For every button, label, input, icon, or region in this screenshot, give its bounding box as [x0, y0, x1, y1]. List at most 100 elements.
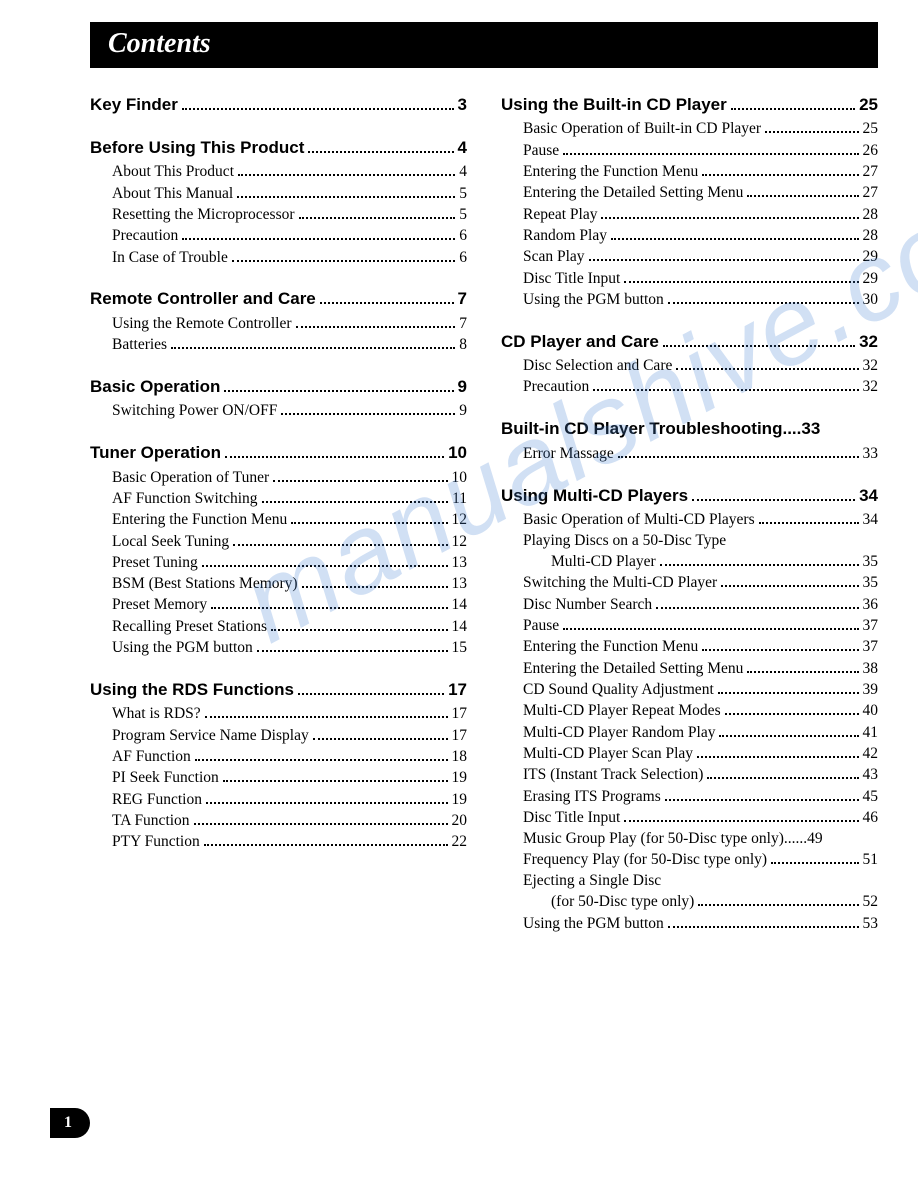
- toc-leader-dots: [273, 467, 447, 481]
- toc-sub-page: 12: [452, 532, 468, 553]
- toc-leader-dots: [233, 531, 447, 545]
- toc-leader-dots: [656, 594, 858, 608]
- toc-sub-item: TA Function20: [90, 811, 467, 832]
- toc-sub-page: 45: [863, 787, 879, 808]
- toc-leader-dots: [624, 268, 858, 282]
- toc-sub-item: Erasing ITS Programs 45: [501, 786, 878, 807]
- toc-sub-label: Erasing ITS Programs: [523, 787, 661, 808]
- toc-leader-dots: [698, 892, 858, 906]
- toc-section-heading: Using the Built-in CD Player25: [501, 94, 878, 117]
- toc-leader-dots: [205, 704, 448, 718]
- toc-section-title: Built-in CD Player Troubleshooting: [501, 418, 782, 441]
- toc-sub-item: In Case of Trouble6: [90, 247, 467, 268]
- toc-sub-label: Scan Play: [523, 247, 585, 268]
- toc-sub-label: In Case of Trouble: [112, 248, 228, 269]
- toc-sub-label: Pause: [523, 616, 559, 637]
- toc-sub-label: AF Function Switching: [112, 489, 258, 510]
- toc-leader-dots: [296, 313, 456, 327]
- toc-leader-dots: [668, 289, 859, 303]
- toc-sub-item: PI Seek Function 19: [90, 768, 467, 789]
- toc-sub-label: Entering the Function Menu: [523, 162, 698, 183]
- toc-sub-item: Disc Selection and Care32: [501, 356, 878, 377]
- toc-leader-dots: [665, 786, 859, 800]
- toc-sub-label: Entering the Detailed Setting Menu: [523, 183, 743, 204]
- toc-sub-label: PI Seek Function: [112, 768, 219, 789]
- toc-section-heading: Before Using This Product4: [90, 137, 467, 160]
- toc-leader-dots: [692, 485, 855, 501]
- toc-sub-page: 38: [863, 659, 879, 680]
- toc-sub-page: 15: [452, 638, 468, 659]
- toc-leader-dots: [702, 637, 858, 651]
- toc-sub-item: Basic Operation of Tuner10: [90, 467, 467, 488]
- toc-sub-label: Basic Operation of Tuner: [112, 468, 269, 489]
- toc-sub-label: Using the PGM button: [523, 290, 664, 311]
- toc-section-heading: CD Player and Care32: [501, 331, 878, 354]
- toc-sub-page: 35: [863, 552, 879, 573]
- toc-leader-dots: [211, 595, 447, 609]
- toc-sub-item: Entering the Function Menu 27: [501, 162, 878, 183]
- toc-sub-page: 40: [863, 701, 879, 722]
- toc-sub-label: Multi-CD Player Scan Play: [523, 744, 693, 765]
- toc-sub-page: 51: [863, 850, 879, 871]
- toc-sub-label: Basic Operation of Built-in CD Player: [523, 119, 761, 140]
- toc-sub-page: 7: [459, 314, 467, 335]
- toc-sub-label: BSM (Best Stations Memory): [112, 574, 298, 595]
- toc-section: Using Multi-CD Players34Basic Operation …: [501, 485, 878, 935]
- toc-leader-dots: [206, 789, 448, 803]
- toc-section-title: Basic Operation: [90, 376, 220, 399]
- toc-sub-item: (for 50-Disc type only)52: [501, 892, 878, 913]
- toc-sub-label: Multi-CD Player Random Play: [523, 723, 715, 744]
- toc-leader-dots: [747, 183, 858, 197]
- toc-sub-item: Switching Power ON/OFF9: [90, 401, 467, 422]
- toc-sub-page: 32: [863, 377, 879, 398]
- toc-leader-dots: [299, 205, 456, 219]
- toc-sub-page: 27: [863, 183, 879, 204]
- toc-sub-label: Multi-CD Player: [551, 552, 656, 573]
- toc-leader-dots: [271, 616, 448, 630]
- toc-sub-page: 27: [863, 162, 879, 183]
- toc-sub-page: 39: [863, 680, 879, 701]
- toc-leader-dots: [238, 162, 455, 176]
- toc-leader-dots: [697, 744, 858, 758]
- toc-sub-page: 35: [863, 573, 879, 594]
- toc-sub-page: 22: [452, 832, 468, 853]
- toc-leader-dots: [663, 331, 855, 347]
- page-number-tab: 1: [50, 1108, 90, 1138]
- toc-section-page: 25: [859, 94, 878, 117]
- toc-section-page: 33: [801, 418, 820, 441]
- toc-leader-dots: [707, 765, 858, 779]
- toc-sub-label: TA Function: [112, 811, 190, 832]
- toc-section-page: 4: [458, 137, 467, 160]
- toc-sub-page: 19: [452, 768, 468, 789]
- toc-sub-label: Batteries: [112, 335, 167, 356]
- toc-sub-page: 13: [452, 574, 468, 595]
- toc-sub-page: 4: [459, 162, 467, 183]
- toc-sub-item: What is RDS?17: [90, 704, 467, 725]
- toc-sub-item: Frequency Play (for 50-Disc type only)51: [501, 850, 878, 871]
- toc-leader-dots: [308, 137, 453, 153]
- toc-leader-dots: [660, 552, 859, 566]
- toc-sub-item: Ejecting a Single Disc: [501, 871, 878, 892]
- toc-leader-dots: [232, 247, 455, 261]
- toc-section: Using the Built-in CD Player25Basic Oper…: [501, 94, 878, 311]
- toc-sub-item: Playing Discs on a 50-Disc Type: [501, 531, 878, 552]
- toc-sub-item: Using the PGM button53: [501, 913, 878, 934]
- toc-sub-page: 19: [452, 790, 468, 811]
- toc-sub-label: Disc Selection and Care: [523, 356, 672, 377]
- toc-sub-item: Scan Play29: [501, 247, 878, 268]
- toc-sub-item: Multi-CD Player Repeat Modes40: [501, 701, 878, 722]
- toc-sub-label: Disc Title Input: [523, 808, 620, 829]
- toc-sub-item: Precaution6: [90, 226, 467, 247]
- toc-sub-page: 8: [459, 335, 467, 356]
- toc-sub-page: 52: [863, 892, 879, 913]
- toc-leader-dots: [313, 725, 448, 739]
- toc-sub-item: About This Product4: [90, 162, 467, 183]
- toc-section-heading: Tuner Operation10: [90, 442, 467, 465]
- toc-leader-dots: [237, 183, 455, 197]
- toc-section-title: Tuner Operation: [90, 442, 221, 465]
- toc-sub-label: Music Group Play (for 50-Disc type only): [523, 829, 784, 850]
- toc-sub-label: Random Play: [523, 226, 607, 247]
- toc-leader-dots: [302, 574, 448, 588]
- toc-section-title: Using the RDS Functions: [90, 679, 294, 702]
- toc-sub-label: Entering the Function Menu: [112, 510, 287, 531]
